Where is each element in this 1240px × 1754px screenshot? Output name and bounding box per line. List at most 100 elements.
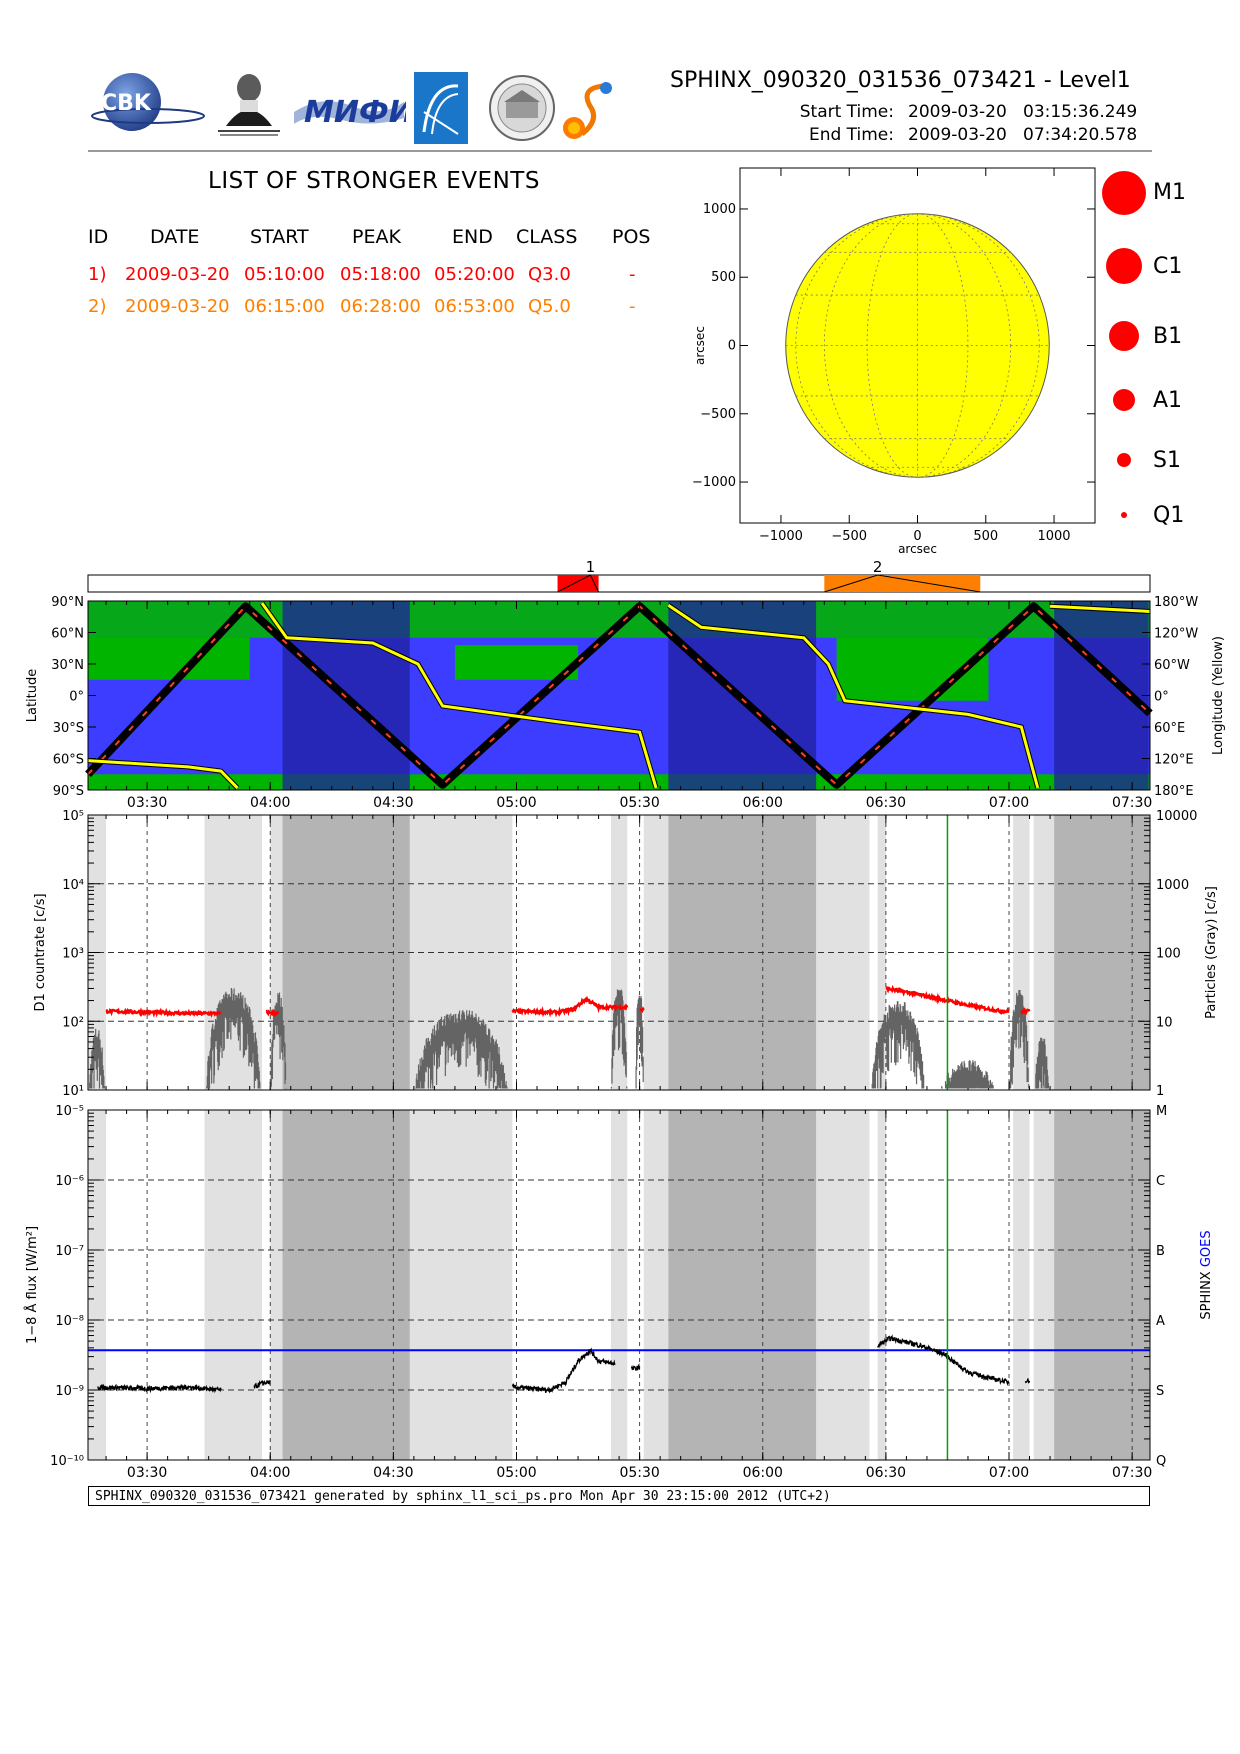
event-span bbox=[824, 575, 981, 592]
x-tick-label: 500 bbox=[973, 529, 998, 544]
x-tick-label: 07:00 bbox=[989, 795, 1029, 811]
x-tick-label: 07:30 bbox=[1112, 795, 1152, 811]
col-peak: PEAK bbox=[352, 226, 401, 248]
shaded-band bbox=[643, 1110, 669, 1460]
col-date: DATE bbox=[150, 226, 200, 248]
class-legend-dots bbox=[1102, 171, 1146, 518]
orbit-panel: 03:30 04:00 04:30 05:00 05:30 06:00 06:30 07:00… bbox=[25, 595, 1226, 811]
longitude-gridline bbox=[823, 213, 1012, 478]
y-tick-label: −1000 bbox=[692, 475, 736, 490]
y-tick-label-right: 0° bbox=[1154, 690, 1169, 705]
shaded-band bbox=[610, 1110, 628, 1460]
x-tick-label: 06:00 bbox=[743, 795, 783, 811]
col-end: END bbox=[452, 226, 493, 248]
y-axis-label-right: Longitude (Yellow) bbox=[1211, 636, 1226, 755]
class-label-a1: A1 bbox=[1153, 388, 1183, 413]
y-tick-label: 0 bbox=[728, 339, 736, 354]
x-tick-label: 03:30 bbox=[127, 1465, 167, 1481]
y-tick-label: 10⁻⁸ bbox=[55, 1314, 84, 1329]
d1-countrate-series bbox=[265, 1008, 280, 1018]
y-tick-label: 60°S bbox=[53, 753, 84, 768]
class-label-b1: B1 bbox=[1153, 324, 1183, 349]
y-axis-label: arcsec bbox=[693, 326, 707, 365]
class-tick-label: Q bbox=[1156, 1454, 1166, 1469]
shaded-band bbox=[1013, 1110, 1030, 1460]
y-tick-label-right: 100 bbox=[1156, 947, 1181, 962]
col-class: CLASS bbox=[516, 226, 578, 248]
y-tick-label: 500 bbox=[711, 270, 736, 285]
longitude-track bbox=[87, 759, 239, 789]
col-start: START bbox=[250, 226, 309, 248]
longitude-track bbox=[667, 603, 1040, 789]
event-peak-marker bbox=[557, 574, 600, 593]
y-tick-label-right: 10000 bbox=[1156, 810, 1197, 824]
sphinx-flux-series bbox=[253, 1379, 271, 1389]
y-tick-label-right: 120°E bbox=[1154, 753, 1194, 768]
event-pos: - bbox=[629, 296, 636, 317]
event-number-label: 2 bbox=[873, 558, 883, 576]
x-tick-label: 0 bbox=[913, 529, 921, 544]
shaded-band bbox=[1033, 1110, 1055, 1460]
y-tick-label: 1000 bbox=[703, 202, 736, 217]
y-axis-label: D1 countrate [c/s] bbox=[33, 893, 48, 1011]
shaded-band-dark bbox=[668, 1110, 817, 1460]
shaded-band-dark bbox=[1054, 1110, 1150, 1460]
event-start: 06:15:00 bbox=[244, 296, 325, 317]
x-tick-label: −1000 bbox=[759, 529, 803, 544]
y-axis-label-right: SPHINX GOES bbox=[1199, 1230, 1214, 1319]
green-region bbox=[454, 645, 579, 680]
x-tick-label: −500 bbox=[831, 529, 867, 544]
start-time-value: 2009-03-20 03:15:36.249 bbox=[908, 102, 1138, 122]
event-start: 05:10:00 bbox=[244, 264, 325, 285]
x-tick-label: 1000 bbox=[1037, 529, 1070, 544]
event-id: 1) bbox=[88, 264, 107, 285]
cbk-logo-text: CBK bbox=[101, 91, 152, 116]
event-class: Q5.0 bbox=[528, 296, 571, 317]
shaded-band bbox=[409, 1110, 513, 1460]
lebedev-portrait-logo bbox=[214, 70, 284, 142]
col-id: ID bbox=[88, 226, 109, 248]
x-tick-label: 05:00 bbox=[496, 1465, 536, 1481]
x-tick-label: 05:30 bbox=[619, 1465, 659, 1481]
d1-countrate-series bbox=[639, 1006, 645, 1013]
x-tick-label: 07:30 bbox=[1112, 1465, 1152, 1481]
y-tick-label: 10⁻⁶ bbox=[55, 1174, 84, 1189]
y-tick-label: 60°N bbox=[51, 627, 84, 642]
event-pos: - bbox=[629, 264, 636, 285]
shaded-band bbox=[88, 1110, 107, 1460]
y-tick-label-right: 180°E bbox=[1154, 784, 1194, 799]
shaded-band bbox=[877, 1110, 886, 1460]
green-region bbox=[88, 637, 250, 680]
longitude-track bbox=[1049, 604, 1151, 613]
class-tick-label: B bbox=[1156, 1244, 1165, 1259]
flux-panel: 03:30 04:00 04:30 05:00 05:30 06:00 06:30 07:00… bbox=[24, 1105, 1214, 1481]
x-tick-label: 06:30 bbox=[866, 1465, 906, 1481]
x-tick-label: 04:30 bbox=[373, 1465, 413, 1481]
x-tick-label: 05:30 bbox=[619, 795, 659, 811]
end-time-label: End Time: bbox=[808, 125, 894, 145]
header-divider bbox=[88, 150, 1152, 152]
event-span bbox=[557, 575, 599, 592]
y-tick-label: 10⁻¹⁰ bbox=[50, 1454, 84, 1469]
y-tick-label: 10⁻⁷ bbox=[55, 1244, 84, 1259]
class-dot-a1 bbox=[1113, 389, 1135, 411]
class-dot-s1 bbox=[1117, 453, 1131, 467]
class-tick-label: M bbox=[1156, 1105, 1167, 1119]
event-peak: 06:28:00 bbox=[340, 296, 421, 317]
y-tick-label: 10³ bbox=[62, 947, 84, 962]
mifi-logo-text: МИФИ bbox=[304, 95, 406, 130]
flux-plot-frame bbox=[87, 1109, 1151, 1461]
event-peak: 05:18:00 bbox=[340, 264, 421, 285]
longitude-track bbox=[260, 602, 658, 789]
x-tick-label: 05:00 bbox=[496, 795, 536, 811]
event-date: 2009-03-20 bbox=[125, 264, 230, 285]
event-class: Q3.0 bbox=[528, 264, 571, 285]
sphinx-flux-series bbox=[97, 1383, 222, 1394]
event-end: 05:20:00 bbox=[434, 264, 515, 285]
sphinx-flux-series bbox=[630, 1363, 641, 1371]
particle-trace bbox=[415, 1010, 508, 1089]
page-title: SPHINX_090320_031536_073421 - Level1 bbox=[670, 68, 1131, 93]
y-tick-label: 10⁴ bbox=[62, 878, 84, 893]
y-tick-label: 10⁻⁵ bbox=[55, 1105, 84, 1119]
